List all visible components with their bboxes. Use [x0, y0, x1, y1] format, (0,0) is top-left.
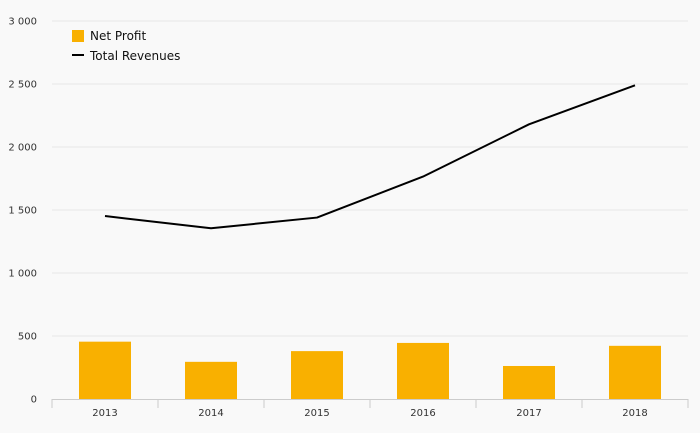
y-tick-label: 0	[31, 395, 37, 406]
bar-net-profit	[79, 341, 131, 399]
x-tick-label: 2014	[198, 408, 223, 419]
y-tick-label: 3 000	[8, 17, 37, 28]
y-axis-ticks: 0 500 1 000 1 500 2 000 2 500 3 000	[8, 17, 37, 406]
bar-net-profit	[397, 342, 449, 399]
y-tick-label: 1 500	[8, 206, 37, 217]
x-tick-label: 2016	[410, 408, 435, 419]
bar-net-profit	[291, 351, 343, 399]
net-profit-bars	[79, 341, 661, 399]
line-total-revenues	[104, 84, 636, 230]
gridlines	[52, 20, 688, 337]
legend: Net Profit Total Revenues	[72, 29, 180, 63]
x-tick-label: 2017	[516, 408, 541, 419]
y-tick-label: 2 000	[8, 143, 37, 154]
total-revenues-line-group	[104, 84, 636, 230]
legend-swatch-net-profit	[72, 30, 84, 42]
legend-label-net-profit: Net Profit	[90, 29, 146, 43]
x-tick-label: 2018	[622, 408, 647, 419]
bar-net-profit	[609, 345, 661, 399]
x-tick-label: 2013	[92, 408, 117, 419]
bar-net-profit	[185, 361, 237, 399]
y-tick-label: 500	[18, 332, 37, 343]
y-tick-label: 2 500	[8, 80, 37, 91]
x-tick-label: 2015	[304, 408, 329, 419]
x-axis: 2013 2014 2015 2016 2017 2018	[51, 399, 689, 419]
legend-label-total-revenues: Total Revenues	[89, 49, 180, 63]
bar-net-profit	[503, 365, 555, 399]
y-tick-label: 1 000	[8, 269, 37, 280]
